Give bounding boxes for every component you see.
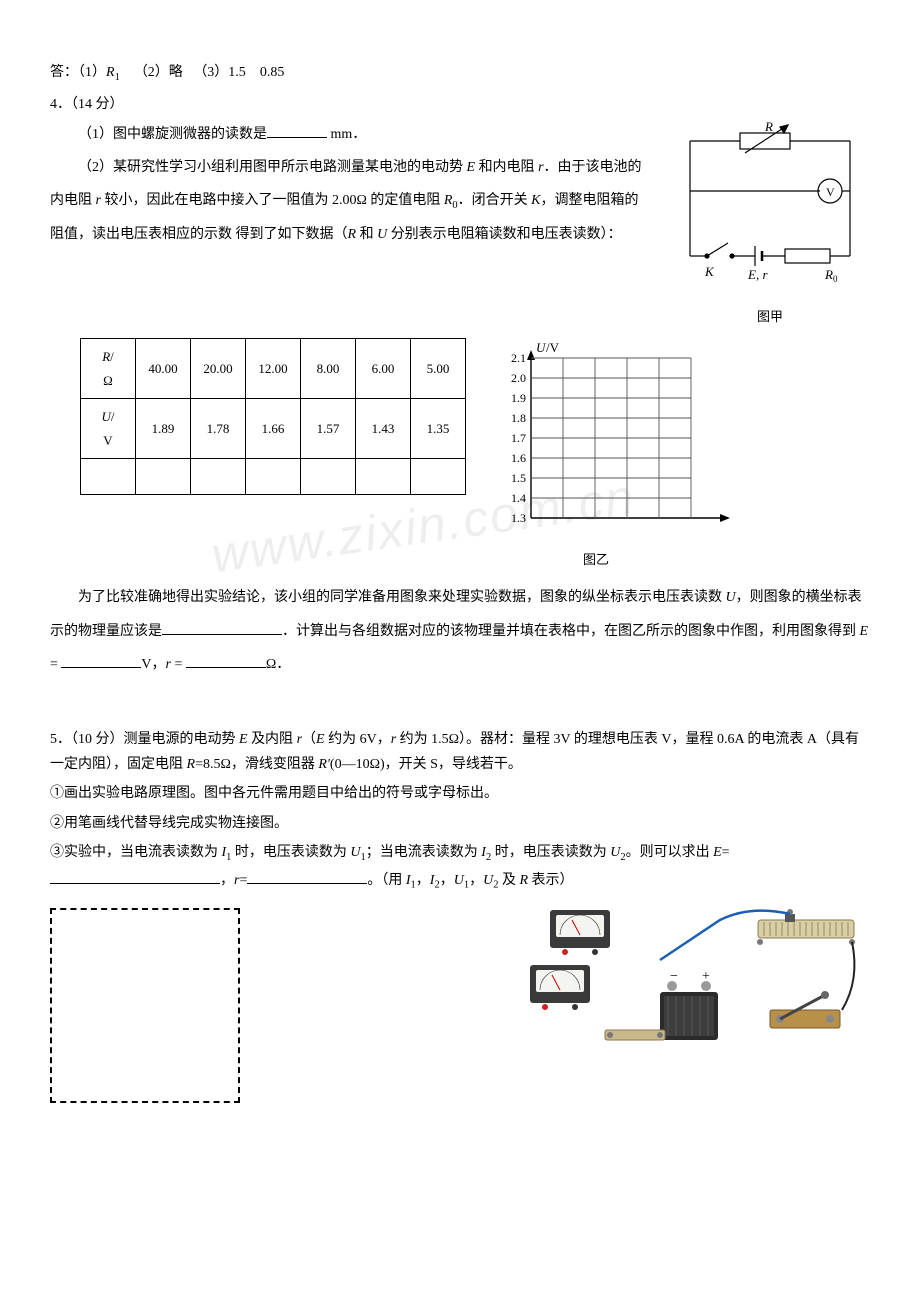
svg-text:1.6: 1.6 [511,451,526,465]
svg-text:2.1: 2.1 [511,351,526,365]
ans-r1sub: 1 [115,72,120,83]
empty-cell [246,459,301,495]
table-row: U/V 1.89 1.78 1.66 1.57 1.43 1.35 [81,399,466,459]
r0-sub: 0 [833,274,838,284]
q5-l3: ③实验中，当电流表读数为 I1 时，电压表读数为 U1；当电流表读数为 I2 时… [50,840,870,896]
svg-text:1.4: 1.4 [511,491,526,505]
cell: 1.35 [411,399,466,459]
apparatus-image: − + [510,900,870,1069]
ans-4: 0.85 [260,65,285,80]
empty-cell [301,459,356,495]
cell: 6.00 [356,339,411,399]
svg-text:1.3: 1.3 [511,511,526,525]
graph-caption: 图乙 [456,548,736,571]
svg-text:/V: /V [546,340,560,355]
answer-line: 答：（1）R1 （2）略 （3）1.5 0.85 [50,60,870,88]
blank-e-expr [50,867,220,884]
svg-text:1.7: 1.7 [511,431,526,445]
blank-r-expr [247,867,367,884]
question-5: 5．（10 分）测量电源的电动势 E 及内阻 r（E 约为 6V，r 约为 1.… [50,727,870,1103]
ans-3: （3）1.5 [193,65,246,80]
ans-prefix: 答：（1） [50,65,106,80]
answer-box [50,908,240,1103]
circuit-diagram: R V K E, r R 0 图甲 [670,121,870,329]
cell: 12.00 [246,339,301,399]
cell: 1.89 [136,399,191,459]
switch-label: K [704,264,715,279]
graph-svg: U /V [486,338,736,538]
circuit-caption: 图甲 [670,305,870,328]
blank-xquantity [162,618,282,635]
blank-r [186,651,266,668]
empty-cell [411,459,466,495]
svg-text:+: + [702,969,710,984]
ans-2: （2）略 [134,65,183,80]
blank-e [61,651,141,668]
q5-l2: ②用笔画线代替导线完成实物连接图。 [50,811,870,836]
cell: 40.00 [136,339,191,399]
q4-header: 4．（14 分） [50,92,870,117]
svg-text:1.9: 1.9 [511,391,526,405]
svg-text:1.8: 1.8 [511,411,526,425]
svg-text:2.0: 2.0 [511,371,526,385]
col-header: U/V [81,399,136,459]
cell: 8.00 [301,339,356,399]
cell: 1.66 [246,399,301,459]
svg-text:−: − [670,969,678,984]
cell: 5.00 [411,339,466,399]
q4-p2: （2）某研究性学习小组利用图甲所示电路测量某电池的电动势 E 和内电阻 r．由于… [50,151,650,252]
cell: 20.00 [191,339,246,399]
voltmeter-label: V [826,185,835,199]
empty-cell [356,459,411,495]
svg-text:1.5: 1.5 [511,471,526,485]
cell: 1.57 [301,399,356,459]
empty-cell [191,459,246,495]
circuit-R-label: R [764,121,773,134]
battery-label: E, r [747,267,768,282]
graph-area: U /V [486,338,736,571]
table-row: R/Ω 40.00 20.00 12.00 8.00 6.00 5.00 [81,339,466,399]
r0-label: R [824,267,833,282]
question-4: 4．（14 分） （1）图中螺旋测微器的读数是 mm． （2）某研究性学习小组利… [50,92,870,682]
cell: 1.78 [191,399,246,459]
data-table: R/Ω 40.00 20.00 12.00 8.00 6.00 5.00 U/V… [80,338,466,495]
table-row [81,459,466,495]
ans-r1: R [106,65,115,80]
q5-l1: ①画出实验电路原理图。图中各元件需用题目中给出的符号或字母标出。 [50,781,870,806]
q4b-text: 为了比较准确地得出实验结论，该小组的同学准备用图象来处理实验数据，图象的纵坐标表… [50,581,870,682]
blank-mm [267,121,327,138]
col-header: R/Ω [81,339,136,399]
q4-p1: （1）图中螺旋测微器的读数是 mm． [50,121,650,147]
empty-cell [136,459,191,495]
cell: 1.43 [356,399,411,459]
empty-header [81,459,136,495]
q5-header: 5．（10 分）测量电源的电动势 E 及内阻 r（E 约为 6V，r 约为 1.… [50,727,870,777]
